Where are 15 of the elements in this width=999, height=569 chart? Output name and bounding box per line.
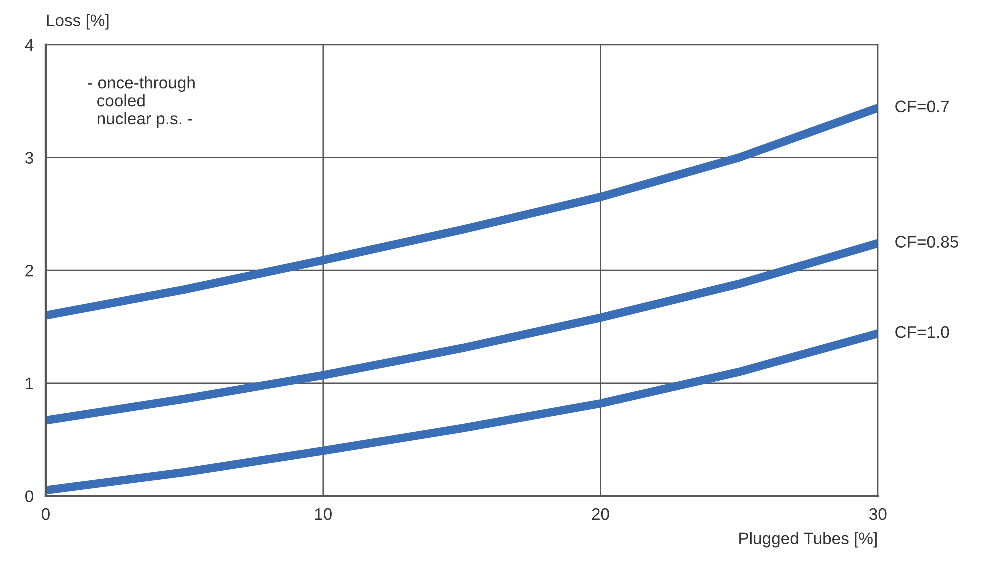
x-tick-label: 30 xyxy=(869,508,887,520)
series-label: CF=0.7 xyxy=(896,100,950,113)
y-tick-label: 4 xyxy=(25,40,34,51)
y-tick-label: 0 xyxy=(26,490,34,502)
x-axis-title: Plugged Tubes [%] xyxy=(740,532,877,548)
y-axis-title: Loss [%] xyxy=(47,14,109,30)
series-label: CF=0.85 xyxy=(896,236,958,248)
x-tick-label: 20 xyxy=(592,508,610,520)
y-tick-label: 3 xyxy=(26,152,34,164)
x-tick-label: 10 xyxy=(315,508,332,520)
y-tick-label: 1 xyxy=(26,378,34,390)
y-tick-label: 2 xyxy=(26,264,34,277)
series-label: CF=1.0 xyxy=(896,326,950,338)
x-tick-label: 0 xyxy=(42,508,50,520)
annotation: - once-through cooled nuclear p.s. - xyxy=(88,76,195,128)
